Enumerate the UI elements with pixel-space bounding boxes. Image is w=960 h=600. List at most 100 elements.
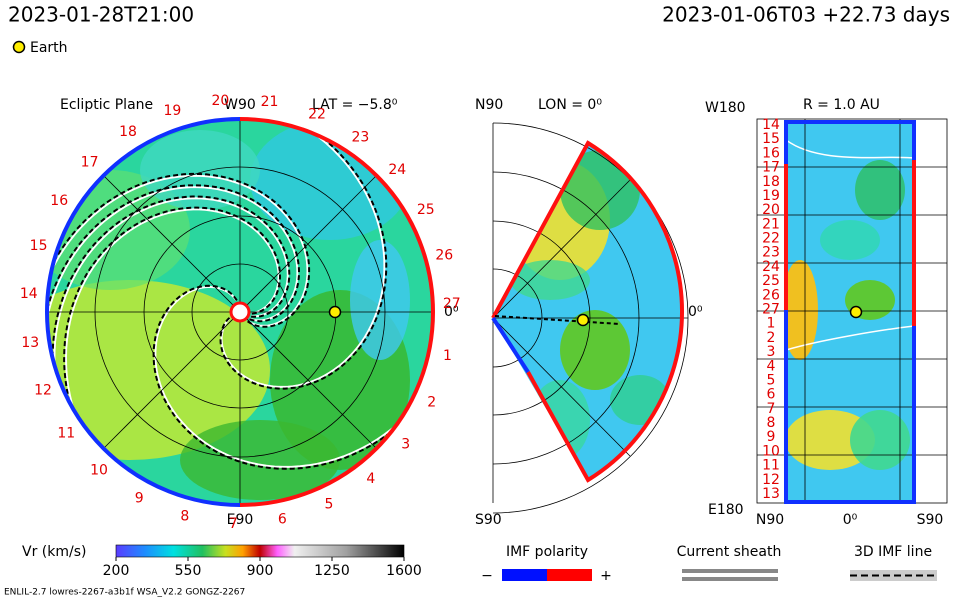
day-label: 22 [308, 107, 326, 123]
colorbar-tick-label: 1250 [314, 563, 350, 579]
day-label: 8 [767, 415, 776, 431]
day-label: 23 [762, 245, 780, 261]
top-label: N90 [475, 97, 503, 113]
panel-title: R = 1.0 AU [803, 97, 880, 113]
day-label: 24 [388, 162, 406, 178]
day-label: 12 [762, 472, 780, 488]
earth-icon [12, 40, 26, 54]
radial-panel: W180 R = 1.0 AU E180 N90 0⁰ S90 14151617… [705, 97, 948, 528]
bottom-label: S90 [917, 512, 944, 528]
longitude: LON = 0⁰ [538, 97, 602, 113]
day-label: 27 [762, 302, 780, 318]
earth [328, 305, 342, 319]
day-label: 16 [50, 193, 68, 209]
day-label: 9 [767, 429, 776, 445]
minus: − [481, 568, 493, 584]
colorbar [115, 544, 405, 558]
meridional-panel: N90 LON = 0⁰ 0⁰ S90 [475, 97, 703, 528]
earth [849, 305, 863, 319]
imf-spiral [47, 174, 309, 357]
day-label: 10 [90, 462, 108, 478]
ecliptic-panel: Ecliptic Plane W90 LAT = −5.8⁰ E90 0⁰ 12… [20, 93, 461, 532]
day-label: 16 [762, 145, 780, 161]
day-label: 10 [762, 443, 780, 459]
day-label: 24 [762, 259, 780, 275]
bottom-label: 0⁰ [843, 512, 858, 528]
day-label: 19 [762, 188, 780, 204]
colorbar-label: Vr (km/s) [22, 544, 86, 560]
day-label: 4 [767, 358, 776, 374]
day-label: 3 [401, 436, 410, 452]
earth [576, 313, 590, 327]
colorbar-tick-label: 900 [247, 563, 274, 579]
reference: 2023-01-06T03 +22.73 days [662, 3, 950, 27]
imf-spiral [47, 172, 311, 348]
day-label: 5 [324, 496, 333, 512]
day-label: 5 [767, 373, 776, 389]
bottom-label: E90 [227, 512, 254, 528]
day-label: 9 [135, 491, 144, 507]
ecliptic-field [47, 119, 433, 505]
time: 2023-01-28T21:00 [8, 3, 194, 27]
top-left-label: W180 [705, 100, 746, 116]
day-label: 15 [30, 238, 48, 254]
day-label: 13 [21, 335, 39, 351]
day-label: 7 [229, 516, 238, 532]
imf-spiral [53, 197, 289, 452]
day-label: 4 [366, 471, 375, 487]
day-label: 21 [762, 216, 780, 232]
day-label: 2 [767, 330, 776, 346]
day-label: 2 [427, 395, 436, 411]
bottom-label: N90 [756, 512, 784, 528]
day-label: 6 [278, 512, 287, 528]
bottom-label: S90 [475, 512, 502, 528]
day-label: 18 [119, 124, 137, 140]
imf-spiral [220, 119, 386, 388]
day-label: 11 [57, 426, 75, 442]
day-label: 1 [443, 348, 452, 364]
right-label: 0⁰ [688, 304, 703, 320]
panel-title: Ecliptic Plane [60, 97, 153, 113]
day-label: 26 [435, 247, 453, 263]
day-label: 6 [767, 387, 776, 403]
day-label: 12 [34, 382, 52, 398]
day-label: 7 [767, 401, 776, 417]
day-label: 14 [762, 117, 780, 133]
bottom-left-label: E180 [708, 502, 744, 518]
day-label: 23 [351, 130, 369, 146]
day-label: 13 [762, 486, 780, 502]
imf-spiral [51, 195, 291, 445]
day-label: 8 [180, 509, 189, 525]
imf-spiral [219, 119, 388, 390]
day-label: 21 [261, 94, 279, 110]
imf-spiral [64, 208, 280, 488]
day-label: 27 [443, 296, 461, 312]
day-label: 25 [417, 202, 435, 218]
earth-legend: Earth [30, 40, 68, 56]
day-label: 15 [762, 131, 780, 147]
imf-spiral [47, 186, 299, 407]
top-label: W90 [224, 97, 256, 113]
plus: + [600, 568, 612, 584]
day-label: 17 [81, 155, 99, 171]
imf-spiral [63, 206, 281, 483]
imf-line-band [850, 570, 937, 581]
polarity-negative [502, 569, 547, 581]
day-label: 11 [762, 458, 780, 474]
day-label: 18 [762, 174, 780, 190]
day-label: 19 [163, 103, 181, 119]
colorbar-tick-label: 550 [175, 563, 202, 579]
colorbar-tick-label: 1600 [386, 563, 422, 579]
day-label: 17 [762, 160, 780, 176]
imf-spiral [154, 286, 433, 468]
imf-polarity-label: IMF polarity [506, 544, 588, 560]
day-label: 3 [767, 344, 776, 360]
imf-line-label: 3D IMF line [854, 544, 932, 560]
day-label: 20 [211, 93, 229, 109]
day-label: 25 [762, 273, 780, 289]
latitude: LAT = −5.8⁰ [312, 97, 398, 113]
radial-field [786, 122, 914, 502]
day-label: 14 [20, 286, 38, 302]
day-label: 1 [767, 316, 776, 332]
